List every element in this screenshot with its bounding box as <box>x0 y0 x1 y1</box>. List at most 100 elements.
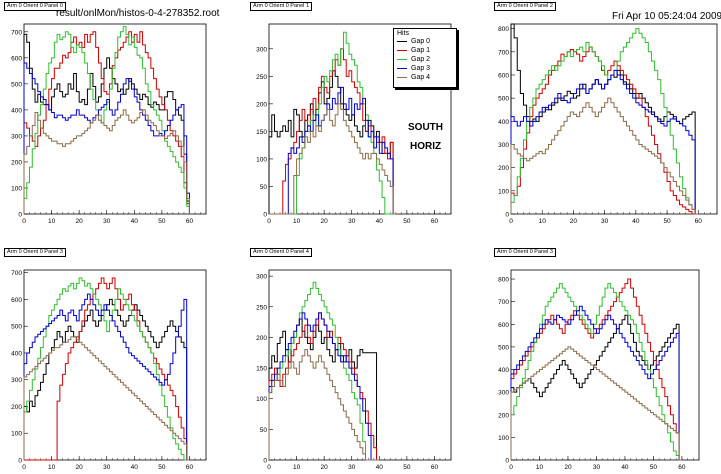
legend-label: Gap 3 <box>411 65 431 72</box>
x-tick-label: 50 <box>158 464 166 471</box>
y-tick-label: 200 <box>11 404 22 411</box>
series-gap-2 <box>23 277 190 461</box>
chart-svg: 0 100 200 300 400 500 600 700 800 0 10 20 30 40 50 60 <box>498 269 700 471</box>
legend-label: Gap 1 <box>411 47 431 54</box>
series-gap-1 <box>510 46 699 215</box>
y-tick-label: 300 <box>498 390 509 397</box>
panel-title: Arm 0 Orient 0 Panel 3 <box>4 248 66 257</box>
y-tick-label: 300 <box>256 46 267 53</box>
plot-frame <box>268 269 452 461</box>
x-tick-label: 30 <box>593 464 601 471</box>
series-gap-3 <box>510 305 682 461</box>
chart-svg: 0 100 200 300 400 500 600 700 800 0 10 20 30 40 50 60 <box>498 23 718 225</box>
y-tick-label: 700 <box>11 270 22 277</box>
series-gap-4 <box>269 103 396 215</box>
y-tick-label: 100 <box>11 431 22 438</box>
x-tick-label: 30 <box>601 218 609 225</box>
chart-svg: 0 100 200 300 400 500 600 700 0 10 20 30 40 50 60 <box>11 23 207 225</box>
panel-title: Arm 0 Orient 0 Panel 4 <box>250 248 312 257</box>
panel-4: 0 50 100 150 200 250 300 0 10 20 30 40 50 60 Arm 0 Or… <box>246 246 456 474</box>
legend-title: Hits <box>397 30 410 37</box>
x-tick-label: 10 <box>536 464 544 471</box>
y-tick-label: 500 <box>11 81 22 88</box>
y-tick-label: 300 <box>11 377 22 384</box>
series-gap-1 <box>23 31 190 214</box>
series-gap-1 <box>24 277 190 461</box>
x-tick-label: 30 <box>348 218 356 225</box>
y-tick-label: 50 <box>260 184 268 191</box>
x-tick-label: 20 <box>76 218 84 225</box>
panel-2: 0 100 200 300 400 500 600 700 800 0 10 20 30 40 50 60 A… <box>488 0 721 230</box>
x-tick-label: 40 <box>621 464 629 471</box>
y-tick-label: 800 <box>498 277 509 284</box>
y-tick-label: 150 <box>256 129 267 136</box>
x-tick-label: 10 <box>48 464 56 471</box>
y-tick-label: 300 <box>256 274 267 281</box>
x-tick-label: 50 <box>158 218 166 225</box>
y-tick-label: 600 <box>498 72 509 79</box>
y-tick-label: 700 <box>498 299 509 306</box>
x-tick-label: 30 <box>103 218 111 225</box>
chart-svg: 0 50 100 150 200 250 300 0 10 20 30 40 50 60 <box>256 269 452 471</box>
legend-entry: Gap 1 <box>397 47 430 55</box>
y-tick-label: 250 <box>256 74 267 81</box>
x-tick-label: 10 <box>48 218 56 225</box>
y-tick-label: 250 <box>256 304 267 311</box>
y-tick-label: 100 <box>256 396 267 403</box>
x-tick-label: 50 <box>403 218 411 225</box>
x-tick-label: 40 <box>376 218 384 225</box>
x-tick-label: 20 <box>321 464 329 471</box>
y-tick-label: 700 <box>11 29 22 36</box>
panel-title: Arm 0 Orient 0 Panel 1 <box>250 2 312 11</box>
legend: Hits Gap 0 Gap 1 Gap 2 Gap 3 Gap 4 <box>393 28 457 88</box>
panel-3: 0 100 200 300 400 500 600 700 0 10 20 30 40 50 60 Arm … <box>0 246 210 474</box>
y-tick-label: 400 <box>498 367 509 374</box>
series-gap-0 <box>268 318 380 461</box>
x-tick-label: 40 <box>131 464 139 471</box>
plot-frame <box>510 269 700 461</box>
timestamp: Fri Apr 10 05:24:04 2009 <box>612 11 721 22</box>
orient-label: HORIZ <box>410 141 442 152</box>
series-gap-2 <box>23 26 190 214</box>
x-tick-label: 20 <box>564 464 572 471</box>
y-tick-label: 500 <box>11 324 22 331</box>
x-tick-label: 60 <box>431 464 439 471</box>
x-tick-label: 60 <box>678 464 686 471</box>
y-tick-label: 500 <box>498 344 509 351</box>
x-tick-label: 60 <box>186 218 194 225</box>
series-gap-4 <box>268 349 380 461</box>
plot-frame <box>268 23 452 215</box>
y-tick-label: 200 <box>256 101 267 108</box>
plot-frame <box>23 269 207 461</box>
y-tick-label: 100 <box>498 188 509 195</box>
y-tick-label: 700 <box>498 49 509 56</box>
series-gap-4 <box>510 97 699 215</box>
x-tick-label: 50 <box>663 218 671 225</box>
panel-5: 0 100 200 300 400 500 600 700 800 0 10 20 30 40 50 60 A… <box>488 246 721 474</box>
y-tick-label: 600 <box>498 322 509 329</box>
panel-title: Arm 0 Orient 0 Panel 0 <box>4 2 66 11</box>
legend-label: Gap 0 <box>411 38 431 45</box>
legend-swatch <box>397 49 407 51</box>
x-tick-label: 0 <box>22 218 26 225</box>
x-tick-label: 0 <box>267 464 271 471</box>
x-tick-label: 40 <box>632 218 640 225</box>
y-tick-label: 500 <box>498 96 509 103</box>
chart-svg: 0 50 100 150 200 250 300 0 10 20 30 40 50 60 <box>256 23 452 225</box>
y-tick-label: 400 <box>498 119 509 126</box>
legend-entry: Gap 4 <box>397 74 430 82</box>
y-tick-label: 200 <box>498 412 509 419</box>
x-tick-label: 40 <box>131 218 139 225</box>
y-tick-label: 0 <box>18 458 22 465</box>
series-gap-3 <box>23 293 190 461</box>
y-tick-label: 600 <box>11 55 22 62</box>
x-tick-label: 10 <box>293 464 301 471</box>
series-gap-3 <box>268 312 380 461</box>
x-tick-label: 10 <box>293 218 301 225</box>
x-tick-label: 30 <box>103 464 111 471</box>
y-tick-label: 300 <box>11 133 22 140</box>
series-gap-4 <box>510 346 682 461</box>
x-tick-label: 50 <box>650 464 658 471</box>
legend-entry: Gap 3 <box>397 65 430 73</box>
legend-swatch <box>397 67 407 69</box>
